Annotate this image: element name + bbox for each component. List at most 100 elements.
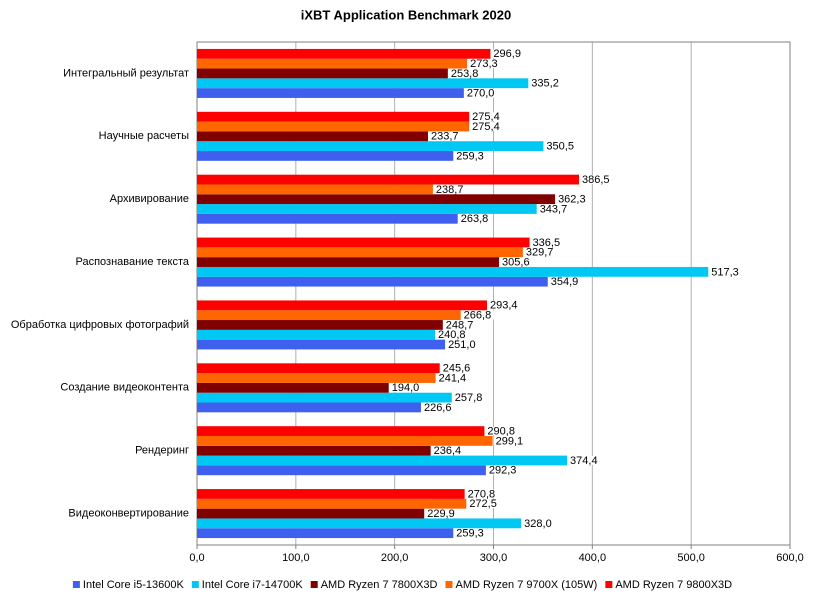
legend-label: AMD Ryzen 7 9700X (105W) <box>455 579 597 591</box>
value-label: 238,7 <box>436 184 464 196</box>
bar <box>197 68 448 79</box>
y-tick-label: Интегральный результат <box>63 67 189 79</box>
legend-label: Intel Core i7-14700K <box>202 579 304 591</box>
bar <box>197 151 454 161</box>
value-label-bg <box>467 499 502 509</box>
legend-swatch <box>72 581 80 588</box>
value-label: 233,7 <box>431 131 459 143</box>
value-label: 236,4 <box>434 445 462 457</box>
value-label: 275,4 <box>472 121 500 133</box>
value-label-bg <box>452 393 487 403</box>
plot-border <box>196 41 791 546</box>
value-label-bg <box>428 131 463 141</box>
value-label-bg <box>454 151 489 161</box>
value-label: 259,3 <box>456 150 484 162</box>
value-label-bg <box>485 426 520 436</box>
value-label: 241,4 <box>439 372 467 384</box>
value-label-bg <box>579 175 614 184</box>
value-label-bg <box>544 141 579 151</box>
value-label: 293,4 <box>490 300 518 312</box>
value-label: 270,0 <box>467 87 495 99</box>
value-label-bg <box>468 59 503 69</box>
value-label-bg <box>435 330 470 340</box>
y-tick-label: Обработка цифровых фотографий <box>11 319 189 331</box>
value-label-bg <box>421 403 456 412</box>
value-label: 329,7 <box>526 247 554 259</box>
bar <box>197 58 468 69</box>
bar <box>197 78 529 89</box>
legend-swatch <box>605 581 613 588</box>
bar <box>197 257 500 267</box>
value-label: 296,9 <box>493 48 521 60</box>
value-label-bg <box>464 88 499 98</box>
value-label-bg <box>523 247 558 257</box>
value-label-bg <box>548 277 583 287</box>
bar <box>197 508 425 519</box>
legend-swatch <box>445 581 453 588</box>
y-tick-label: Создание видеоконтента <box>60 382 189 394</box>
value-label: 362,3 <box>558 194 586 206</box>
bar <box>197 426 485 436</box>
legend-label: Intel Core i5-13600K <box>83 579 185 591</box>
bar <box>197 184 433 195</box>
value-label: 245,6 <box>443 363 471 375</box>
bar <box>197 237 530 248</box>
value-label-bg <box>465 489 500 499</box>
value-label: 266,8 <box>464 310 492 322</box>
x-tick-label: 200,0 <box>381 552 409 564</box>
bar <box>197 489 465 499</box>
value-label-bg <box>529 78 564 88</box>
bar <box>197 329 435 340</box>
value-label: 240,8 <box>438 329 466 341</box>
value-label: 343,7 <box>540 203 568 215</box>
bar <box>197 204 537 214</box>
chart-title: iXBT Application Benchmark 2020 <box>301 7 511 22</box>
value-label: 350,5 <box>546 141 574 153</box>
value-label: 299,1 <box>496 435 524 447</box>
value-label-bg <box>461 310 496 320</box>
y-tick-label: Архивирование <box>110 193 189 205</box>
value-label: 251,0 <box>448 339 476 351</box>
y-tick-label: Видеоконвертирование <box>68 507 189 519</box>
value-label: 259,3 <box>456 528 484 540</box>
value-label-bg <box>522 518 557 528</box>
bar <box>197 465 486 476</box>
value-label: 517,3 <box>711 266 739 278</box>
value-label: 275,4 <box>472 111 500 123</box>
value-label-bg <box>448 69 483 78</box>
bar <box>197 518 522 529</box>
x-tick-label: 0,0 <box>189 552 204 564</box>
legend-swatch <box>191 581 199 588</box>
value-label: 386,5 <box>582 174 610 186</box>
bar <box>197 266 709 277</box>
value-label-bg <box>454 528 489 538</box>
y-tick-label: Научные расчеты <box>99 130 189 142</box>
value-label: 335,2 <box>531 78 559 90</box>
value-label: 336,5 <box>533 237 561 249</box>
bar <box>197 435 493 446</box>
value-label: 305,6 <box>502 256 530 268</box>
value-label-bg <box>433 184 468 194</box>
bar <box>197 300 487 311</box>
value-label: 248,7 <box>446 319 474 331</box>
value-label-bg <box>443 320 478 330</box>
value-label-bg <box>486 465 521 475</box>
value-label: 272,5 <box>469 498 497 510</box>
value-label: 194,0 <box>392 382 420 394</box>
value-label: 292,3 <box>489 465 517 477</box>
value-label: 290,8 <box>487 425 515 437</box>
value-label-bg <box>458 214 493 224</box>
value-label-bg <box>440 363 475 373</box>
bar <box>197 402 421 413</box>
y-tick-label: Рендеринг <box>135 445 189 457</box>
bar <box>197 213 458 224</box>
value-label-bg <box>493 436 528 446</box>
bar <box>197 310 461 321</box>
x-tick-label: 600,0 <box>776 552 804 564</box>
value-label-bg <box>568 456 603 465</box>
bar <box>197 131 428 142</box>
value-label: 328,0 <box>524 518 552 530</box>
value-label: 374,4 <box>570 455 598 467</box>
value-label: 229,9 <box>427 508 455 520</box>
